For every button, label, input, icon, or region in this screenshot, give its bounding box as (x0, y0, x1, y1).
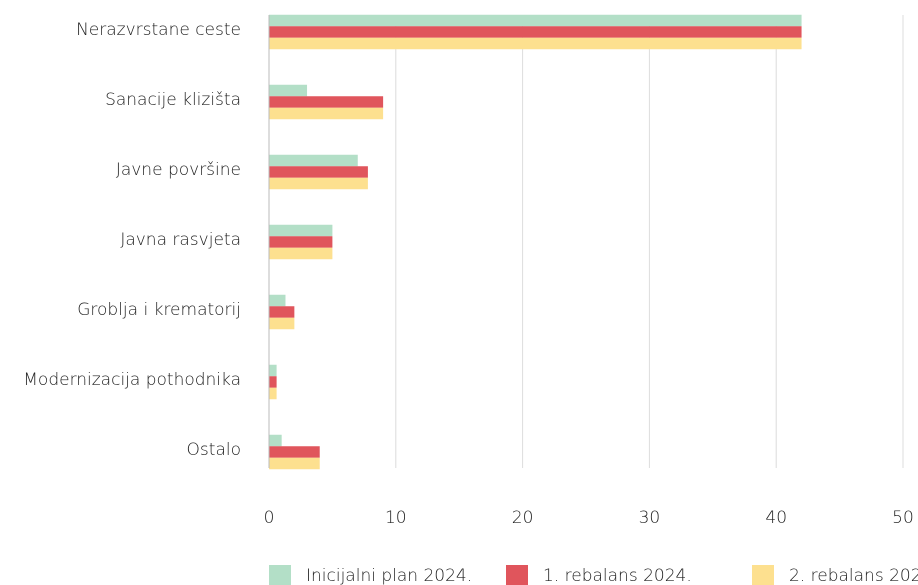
legend-label: 2. rebalans 2024. (789, 566, 918, 585)
bar (269, 306, 295, 318)
y-tick-label: Groblja i krematorij (77, 300, 241, 320)
bar (269, 317, 295, 330)
legend-swatch (752, 565, 774, 585)
y-tick-label: Modernizacija pothodnika (23, 370, 241, 390)
x-tick-label: 20 (512, 508, 534, 528)
bar (269, 457, 320, 470)
bar (269, 166, 368, 178)
bar (269, 294, 286, 307)
bar (269, 364, 277, 377)
y-tick-label: Javne površine (116, 160, 241, 180)
bar (269, 387, 277, 400)
x-tick-label: 40 (765, 508, 787, 528)
legend-swatch (269, 565, 291, 585)
bar (269, 107, 384, 120)
y-tick-label: Javna rasvjeta (120, 230, 241, 250)
x-tick-label: 30 (639, 508, 661, 528)
bar (269, 154, 358, 167)
bar (269, 434, 282, 447)
bar (269, 26, 802, 38)
bar (269, 247, 333, 260)
legend-label: 1. rebalans 2024. (543, 566, 692, 585)
bar (269, 84, 308, 97)
bar (269, 446, 320, 458)
bar (269, 177, 368, 190)
bar (269, 376, 277, 388)
x-tick-label: 10 (385, 508, 407, 528)
legend-swatch (506, 565, 528, 585)
bar (269, 96, 384, 108)
bar (269, 37, 802, 50)
y-tick-label: Nerazvrstane ceste (76, 20, 241, 40)
x-tick-label: 0 (264, 508, 275, 528)
bar (269, 14, 802, 27)
y-tick-label: Ostalo (187, 440, 241, 460)
y-tick-label: Sanacije klizišta (105, 90, 241, 110)
bar (269, 224, 333, 237)
x-tick-label: 50 (892, 508, 914, 528)
bar (269, 236, 333, 248)
legend-label: Inicijalni plan 2024. (306, 566, 472, 585)
